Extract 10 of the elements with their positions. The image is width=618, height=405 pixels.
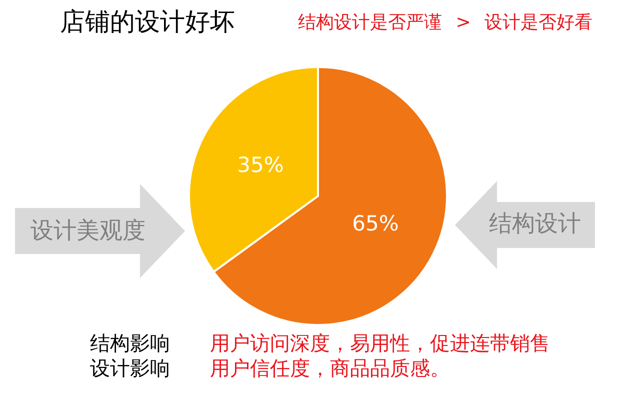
chart-subtitle: 结构设计是否严谨 > 设计是否好看	[298, 11, 593, 35]
data-label: 65%	[352, 212, 399, 236]
text: 用户访问深度，易用性，促进连带销售	[210, 331, 550, 355]
slice-label: 设计美观度	[30, 217, 146, 245]
chart-title: 店铺的设计好坏	[60, 6, 235, 38]
data-label: 35%	[237, 153, 284, 178]
text: 用户信任度，商品品质感。	[210, 356, 450, 380]
text: 设计影响	[90, 356, 170, 380]
text: 结构影响	[90, 331, 170, 355]
slice-label: 结构设计	[489, 210, 581, 238]
